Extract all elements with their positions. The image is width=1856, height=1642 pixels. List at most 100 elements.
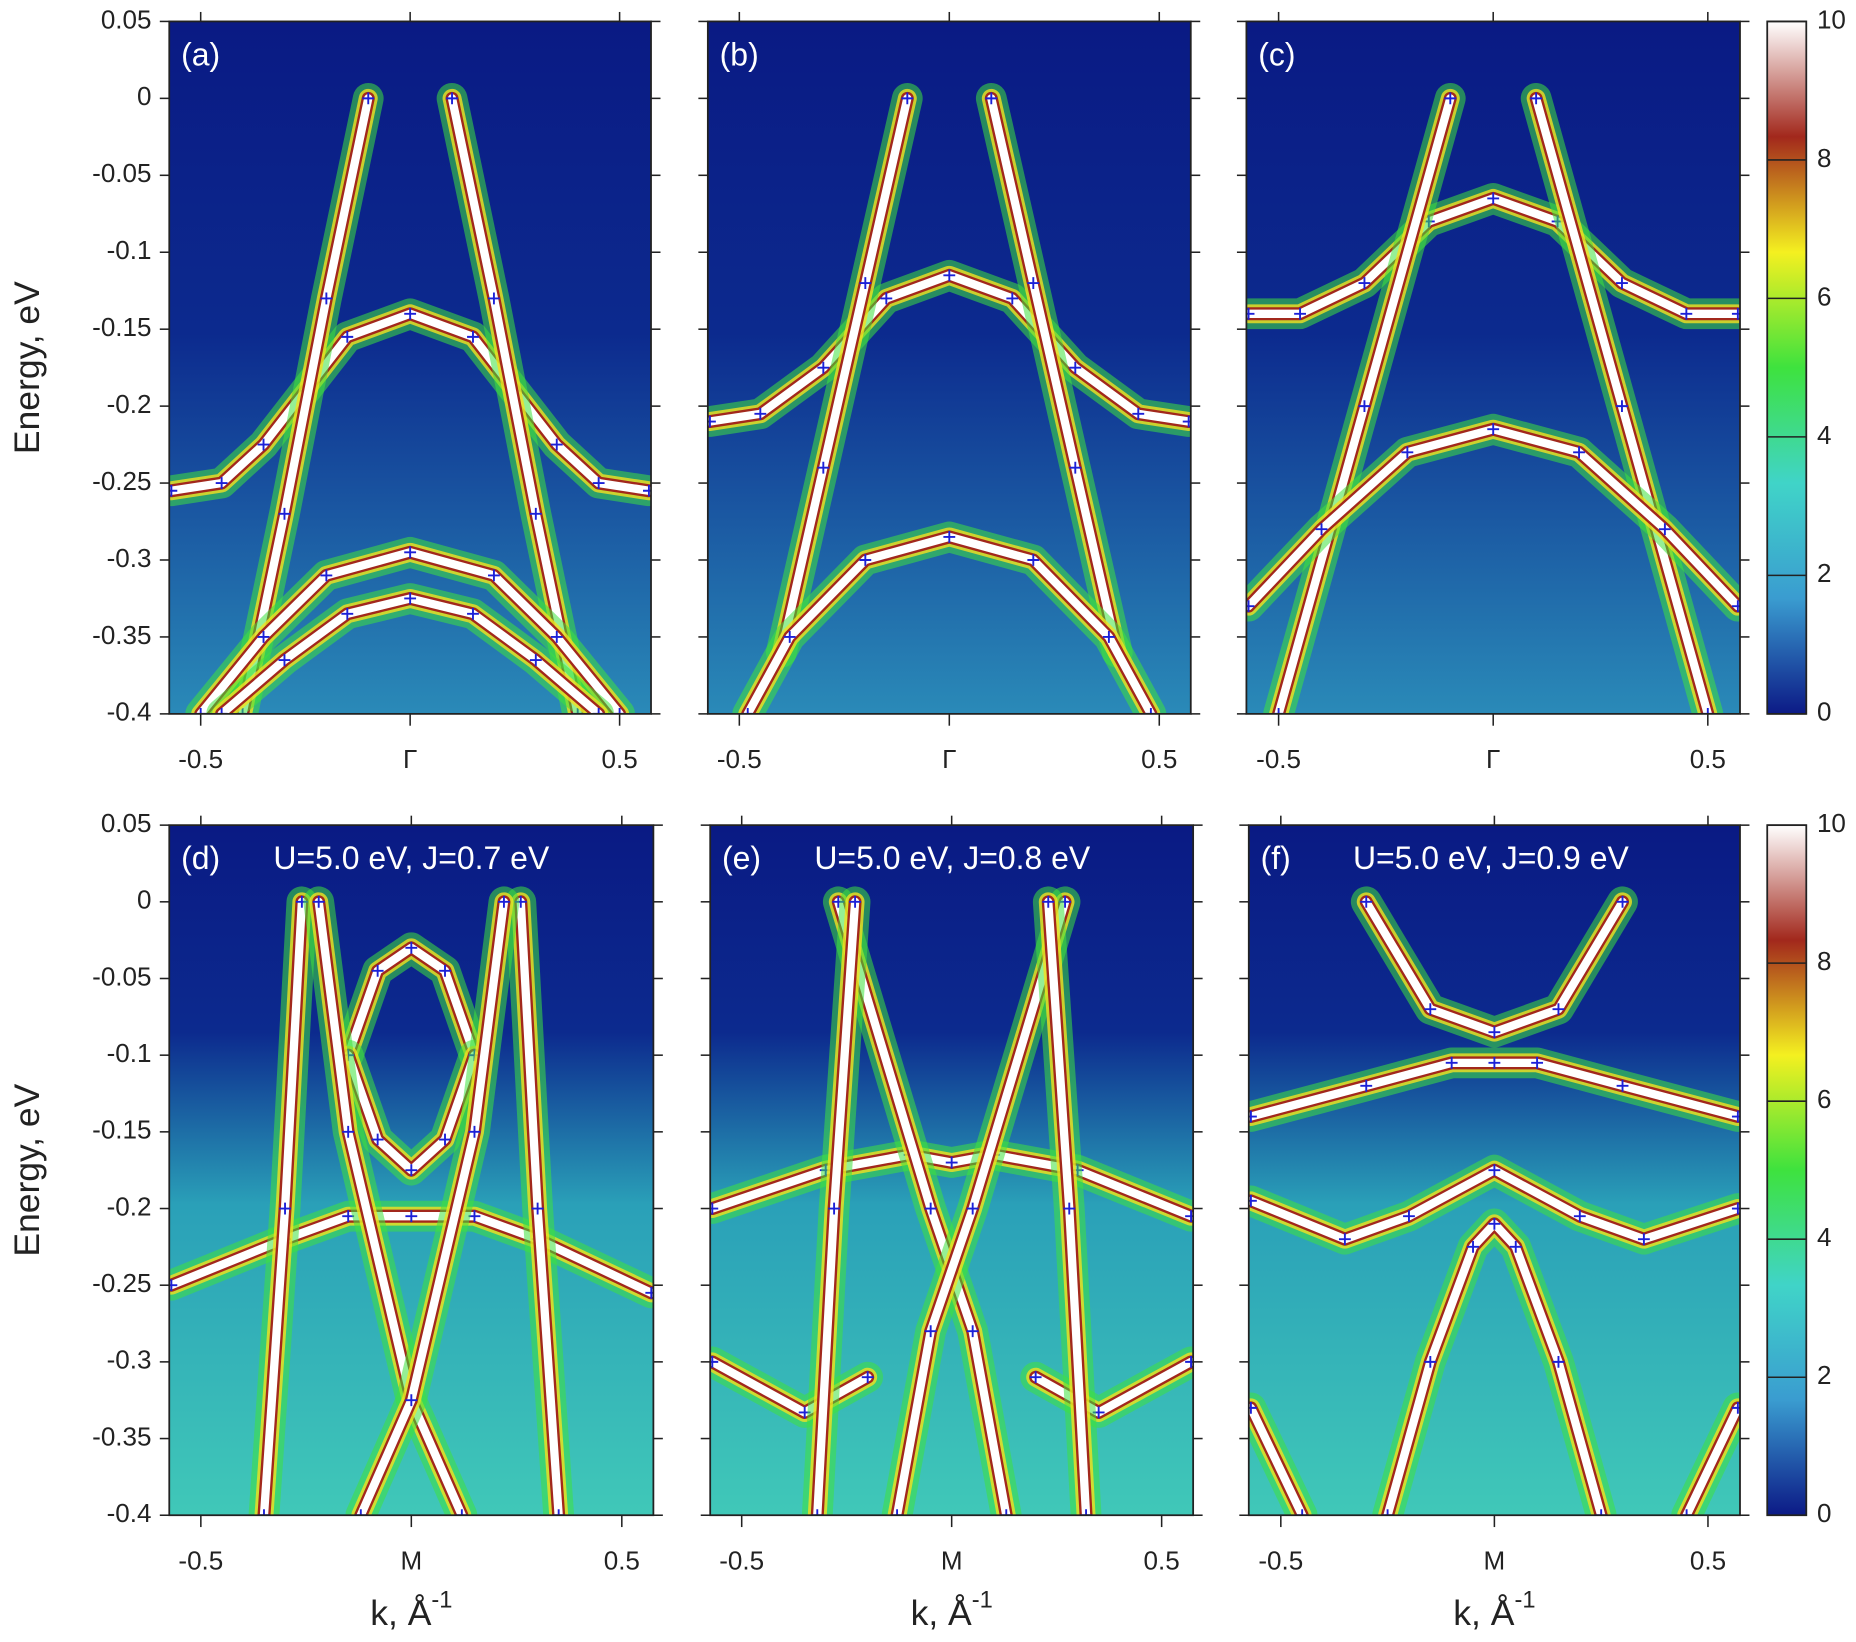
band-point	[320, 569, 333, 582]
y-tick-label: -0.2	[107, 1191, 152, 1221]
x-tick-label: -0.5	[1258, 1545, 1303, 1575]
band-point	[439, 964, 451, 977]
bands	[1248, 886, 1740, 1516]
y-tick-label: -0.2	[107, 389, 152, 419]
band-point	[817, 361, 830, 374]
x-axis-label: k, Å-1	[370, 1588, 452, 1633]
band-point	[257, 631, 270, 643]
panel-label: (a)	[181, 36, 220, 72]
x-axis-label-text: k, Å	[911, 1593, 972, 1633]
band-point	[1530, 92, 1543, 105]
band-point	[645, 1286, 654, 1299]
band-point	[592, 477, 605, 489]
band-point	[169, 484, 178, 497]
band-point	[404, 307, 417, 320]
x-tick-label: Γ	[1486, 744, 1500, 774]
x-axis-label: k, Å-1	[1453, 1588, 1535, 1633]
band-point	[811, 1509, 824, 1516]
band-point	[1637, 1233, 1650, 1246]
y-tick-label: -0.25	[92, 466, 151, 496]
x-tick-label: -0.5	[178, 744, 223, 774]
band-point	[1444, 92, 1457, 105]
colorbar-tick-label: 8	[1817, 946, 1831, 976]
band-point	[1246, 600, 1255, 613]
band	[777, 94, 912, 657]
band-point	[1360, 895, 1373, 908]
band-point	[278, 654, 291, 666]
band-point	[1680, 1509, 1693, 1516]
x-tick-label: M	[400, 1545, 422, 1575]
band-point	[1027, 554, 1040, 566]
band-point	[1595, 1509, 1608, 1516]
band-point	[1358, 400, 1371, 413]
band-point	[1029, 1371, 1042, 1384]
x-axis-label-text: k, Å	[1453, 1593, 1514, 1633]
band-point	[924, 1202, 937, 1215]
band-point	[1488, 1056, 1501, 1069]
band-point	[215, 707, 228, 714]
band-point	[342, 1210, 355, 1223]
band-point	[320, 292, 333, 305]
band-point	[945, 1156, 958, 1169]
band-point	[924, 1325, 937, 1338]
band-point	[1102, 631, 1115, 643]
heatmap-background	[1246, 21, 1740, 714]
band-point	[1552, 1355, 1565, 1368]
annotation: U=5.0 eV, J=0.8 eV	[814, 840, 1091, 876]
band-point	[405, 941, 418, 954]
band-point	[1487, 192, 1500, 205]
colorbar: 0 2 4 6 8 10	[1766, 4, 1846, 727]
band-point	[1731, 600, 1740, 613]
y-tick-label: -0.35	[92, 620, 151, 650]
band-point	[1552, 1003, 1565, 1016]
band	[987, 94, 1122, 657]
panel: -0.5 M 0.5 (f) U=5.0 eV, J=0.9 eV k, Å-1	[1239, 815, 1750, 1633]
band-point	[488, 292, 500, 305]
x-tick-label: 0.5	[1144, 1545, 1180, 1575]
y-tick-label: -0.05	[92, 158, 151, 188]
band	[314, 897, 466, 1516]
band-point	[1000, 1509, 1013, 1516]
band-point	[169, 1279, 178, 1292]
band-point	[1731, 1401, 1740, 1414]
band-point	[754, 407, 767, 420]
bands	[169, 886, 654, 1516]
band-point	[828, 1202, 841, 1215]
band-point	[1403, 1210, 1415, 1223]
x-axis-label-exponent: -1	[972, 1588, 993, 1614]
band-point	[849, 895, 862, 908]
colorbar-tick-label: 0	[1817, 1498, 1831, 1528]
band-point	[613, 707, 626, 714]
band-point	[1573, 446, 1585, 459]
y-tick-label: 0.05	[101, 808, 152, 838]
band-point	[341, 607, 354, 620]
band-point	[966, 1325, 979, 1338]
band-point	[1401, 446, 1414, 459]
panel-label: (d)	[181, 840, 220, 876]
band-point	[1144, 707, 1157, 714]
band-point	[312, 895, 325, 908]
x-tick-label: 0.5	[1141, 744, 1177, 774]
band-point	[1246, 307, 1255, 320]
x-tick-label: -0.5	[719, 1545, 764, 1575]
band-point	[901, 92, 914, 105]
band-point	[1531, 1056, 1544, 1069]
band-point	[1680, 307, 1693, 320]
band-point	[1616, 895, 1629, 908]
band-point	[592, 707, 605, 714]
x-tick-label: M	[1484, 1545, 1506, 1575]
band-point	[1063, 1202, 1076, 1215]
y-tick-label: 0	[137, 885, 151, 915]
colorbar-tick-label: 2	[1817, 558, 1831, 588]
band	[892, 897, 1070, 1516]
y-tick-label: -0.05	[92, 961, 151, 991]
band-point	[258, 1509, 270, 1516]
band-point	[1424, 1355, 1437, 1368]
band-point	[455, 1509, 468, 1516]
band-point	[529, 507, 542, 520]
colorbar-tick-label: 6	[1817, 1084, 1831, 1114]
band-point	[468, 1210, 481, 1223]
y-tick-label: -0.15	[92, 312, 151, 342]
